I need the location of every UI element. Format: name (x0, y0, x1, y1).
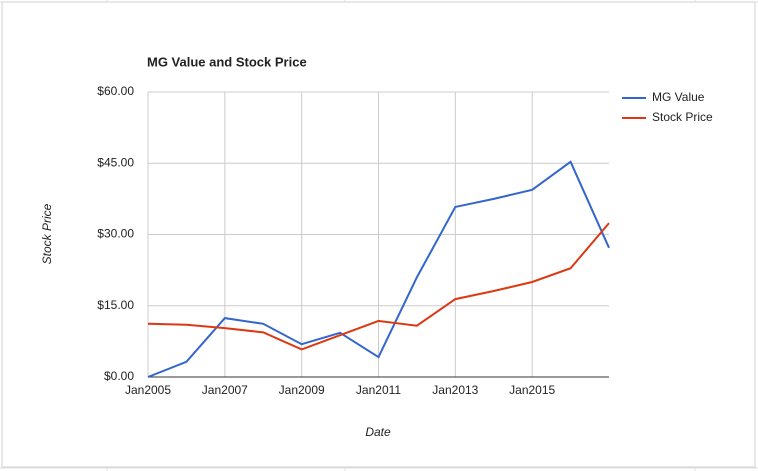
line (147, 222, 610, 351)
y-tick-label: $45.00 (97, 155, 134, 169)
line (147, 160, 610, 378)
x-tick-label: Jan2015 (509, 383, 555, 397)
y-tick-label: $60.00 (97, 84, 134, 98)
y-tick-label: $0.00 (104, 369, 134, 383)
x-tick-label: Jan2013 (432, 383, 478, 397)
legend-label: MG Value (652, 90, 705, 104)
x-tick-label: Jan2011 (356, 383, 401, 397)
x-axis-title: Date (365, 425, 391, 439)
chart-title: MG Value and Stock Price (147, 54, 307, 69)
y-tick-label: $15.00 (97, 298, 134, 312)
legend-label: Stock Price (652, 110, 713, 124)
x-tick-label: Jan2009 (279, 383, 325, 397)
x-tick-label: Jan2007 (202, 383, 248, 397)
y-tick-label: $30.00 (97, 227, 134, 241)
y-axis-title: Stock Price (40, 203, 54, 264)
x-tick-label: Jan2005 (125, 383, 171, 397)
